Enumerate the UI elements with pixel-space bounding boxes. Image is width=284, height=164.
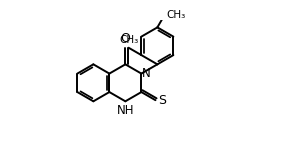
Text: CH₃: CH₃ [119,35,138,45]
Text: N: N [142,67,151,80]
Text: S: S [158,94,166,107]
Text: CH₃: CH₃ [166,10,185,20]
Text: NH: NH [117,104,134,117]
Text: O: O [120,32,130,45]
